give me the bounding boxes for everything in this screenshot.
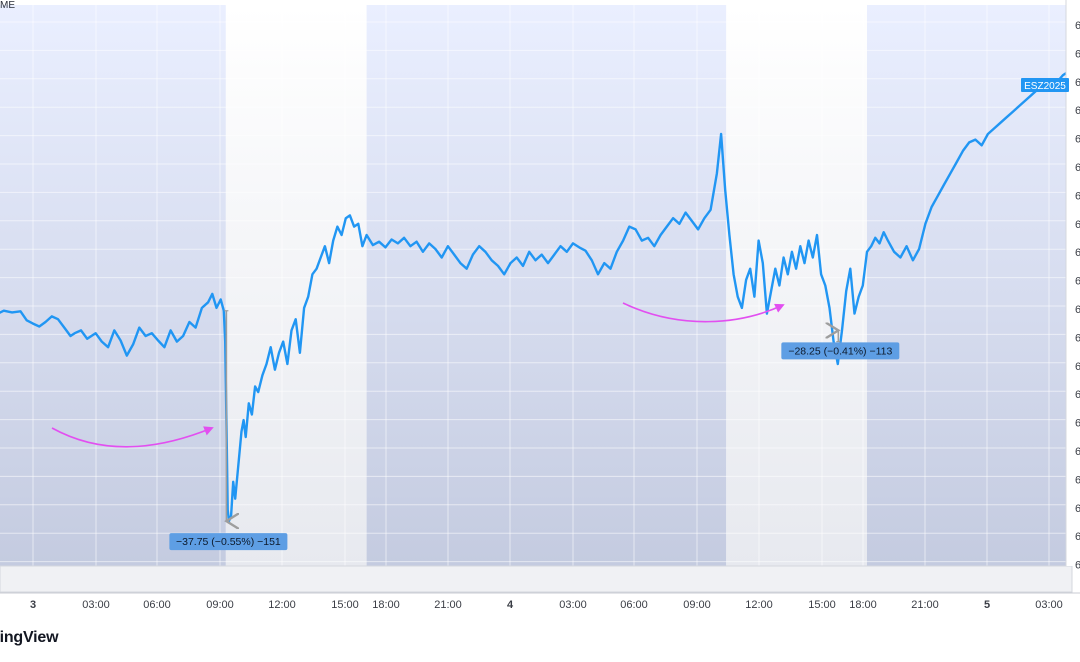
price-tick-label: 6 <box>1075 77 1080 89</box>
drawdown-label: −28.25 (−0.41%) −113 <box>788 345 892 357</box>
time-axis-labels: 3 03:00 06:00 09:00 12:00 15:00 18:00 21:00 4 03:… <box>30 599 1063 611</box>
price-line <box>0 61 1080 523</box>
time-tick-label: 06:00 <box>620 599 648 611</box>
time-tick-label: 5 <box>984 599 990 611</box>
price-tick-label: 6 <box>1075 219 1080 231</box>
drawdown-measure: −28.25 (−0.41%) −113 <box>781 330 900 360</box>
time-tick-label: 03:00 <box>1035 599 1063 611</box>
exchange-fragment: ME <box>0 0 15 11</box>
drawdown-label-box <box>169 533 288 551</box>
navigator-strip <box>0 565 1073 593</box>
price-tick-label: 6 <box>1075 474 1080 486</box>
time-tick-label: 15:00 <box>331 599 359 611</box>
price-tick-label: 6 <box>1075 162 1080 174</box>
brand-logo-text: dingView <box>0 629 59 646</box>
time-tick-label: 18:00 <box>372 599 400 611</box>
time-tick-label: 4 <box>507 599 514 611</box>
price-tick-label: 6 <box>1075 304 1080 316</box>
drawdown-label: −37.75 (−0.55%) −151 <box>176 536 281 548</box>
time-tick-label: 21:00 <box>434 599 462 611</box>
time-tick-label: 12:00 <box>268 599 296 611</box>
price-tick-label: 6 <box>1075 332 1080 344</box>
time-tick-label: 09:00 <box>683 599 711 611</box>
time-tick-label: 15:00 <box>808 599 836 611</box>
time-tick-label: 3 <box>30 599 36 611</box>
price-tick-label: 6 <box>1075 503 1080 515</box>
grid <box>0 5 1066 566</box>
price-tick-label: 6 <box>1075 247 1080 259</box>
price-tick-label: 6 <box>1075 560 1080 572</box>
session-shading <box>0 5 1066 566</box>
price-tick-label: 6 <box>1075 389 1080 401</box>
symbol-label: ESZ2025 <box>1024 81 1066 92</box>
price-tick-label: 6 <box>1075 418 1080 430</box>
time-tick-label: 03:00 <box>559 599 587 611</box>
symbol-badge: ESZ2025 <box>1021 78 1069 92</box>
price-tick-label: 6 <box>1075 446 1080 458</box>
drawdown-label-box <box>781 342 900 360</box>
session-band-clear <box>225 5 367 566</box>
session-band-shaded <box>366 5 727 566</box>
time-tick-label: 18:00 <box>849 599 877 611</box>
annotations <box>51 302 785 448</box>
price-scale <box>1066 0 1080 566</box>
price-tick-label: 6 <box>1075 20 1080 32</box>
time-tick-label: 06:00 <box>143 599 171 611</box>
session-band-shaded <box>867 5 1066 566</box>
time-tick-label: 21:00 <box>911 599 939 611</box>
price-tick-label: 6 <box>1075 190 1080 202</box>
annotation-arrow-left <box>51 426 214 448</box>
price-scale-labels: 6 6 6 6 6 6 6 6 6 6 6 6 6 6 6 6 6 6 6 6 <box>1075 20 1080 572</box>
price-tick-label: 6 <box>1075 48 1080 60</box>
drawdown-measure: −37.75 (−0.55%) −151 <box>169 310 288 551</box>
annotation-arrow-right <box>622 302 785 323</box>
price-tick-label: 6 <box>1075 134 1080 146</box>
session-band-shaded <box>0 5 226 566</box>
price-tick-label: 6 <box>1075 276 1080 288</box>
time-tick-label: 03:00 <box>82 599 110 611</box>
time-tick-label: 12:00 <box>745 599 773 611</box>
price-tick-label: 6 <box>1075 361 1080 373</box>
price-series <box>0 61 1080 523</box>
price-tick-label: 6 <box>1075 531 1080 543</box>
drawdown-measurements: −37.75 (−0.55%) −151 −28.25 (−0.41%) −113 <box>169 310 900 551</box>
time-tick-label: 09:00 <box>206 599 234 611</box>
session-band-clear <box>726 5 867 566</box>
price-tick-label: 6 <box>1075 105 1080 117</box>
